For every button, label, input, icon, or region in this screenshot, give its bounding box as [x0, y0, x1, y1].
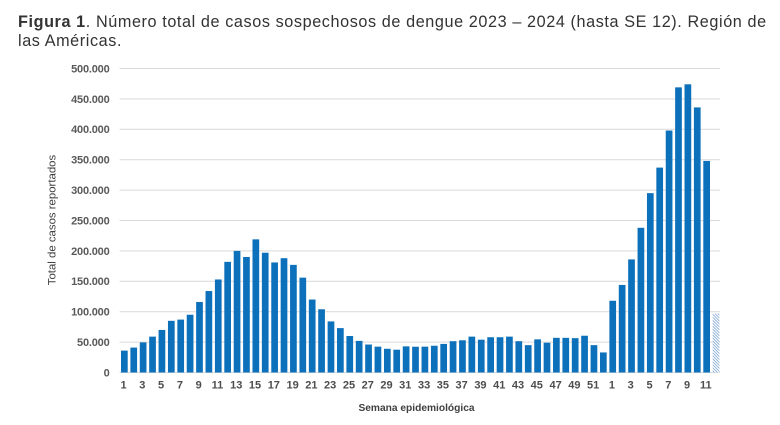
svg-text:150.000: 150.000 — [71, 276, 109, 288]
svg-text:350.000: 350.000 — [71, 155, 109, 167]
svg-text:47: 47 — [549, 380, 561, 392]
svg-text:41: 41 — [493, 380, 505, 392]
svg-text:3: 3 — [139, 380, 145, 392]
svg-text:35: 35 — [437, 380, 449, 392]
svg-text:9: 9 — [196, 380, 202, 392]
svg-text:500.000: 500.000 — [71, 63, 109, 75]
svg-text:250.000: 250.000 — [71, 215, 109, 227]
svg-text:Total de casos reportados: Total de casos reportados — [47, 154, 59, 285]
svg-text:27: 27 — [362, 380, 374, 392]
svg-text:31: 31 — [399, 380, 411, 392]
svg-text:23: 23 — [324, 380, 336, 392]
svg-text:49: 49 — [568, 380, 580, 392]
svg-text:0: 0 — [104, 367, 110, 379]
svg-text:5: 5 — [158, 380, 164, 392]
svg-text:11: 11 — [212, 380, 224, 392]
svg-text:13: 13 — [230, 380, 242, 392]
svg-text:15: 15 — [249, 380, 261, 392]
svg-text:11: 11 — [700, 380, 712, 392]
svg-text:51: 51 — [587, 380, 599, 392]
svg-text:1: 1 — [609, 380, 615, 392]
svg-text:37: 37 — [456, 380, 468, 392]
svg-text:400.000: 400.000 — [71, 124, 109, 136]
svg-text:7: 7 — [177, 380, 183, 392]
svg-text:300.000: 300.000 — [71, 185, 109, 197]
svg-text:17: 17 — [268, 380, 280, 392]
svg-text:450.000: 450.000 — [71, 94, 109, 106]
svg-text:1: 1 — [120, 380, 126, 392]
svg-text:29: 29 — [380, 380, 392, 392]
svg-text:100.000: 100.000 — [71, 307, 109, 319]
svg-text:200.000: 200.000 — [71, 246, 109, 258]
svg-text:7: 7 — [665, 380, 671, 392]
svg-text:19: 19 — [286, 380, 298, 392]
svg-text:50.000: 50.000 — [77, 337, 110, 349]
svg-text:5: 5 — [646, 380, 652, 392]
svg-text:25: 25 — [343, 380, 355, 392]
svg-text:9: 9 — [684, 380, 690, 392]
svg-text:Semana epidemiológica: Semana epidemiológica — [358, 403, 474, 414]
svg-text:21: 21 — [305, 380, 317, 392]
svg-text:33: 33 — [418, 380, 430, 392]
svg-text:39: 39 — [474, 380, 486, 392]
svg-text:3: 3 — [628, 380, 634, 392]
svg-text:45: 45 — [531, 380, 543, 392]
svg-text:43: 43 — [512, 380, 524, 392]
